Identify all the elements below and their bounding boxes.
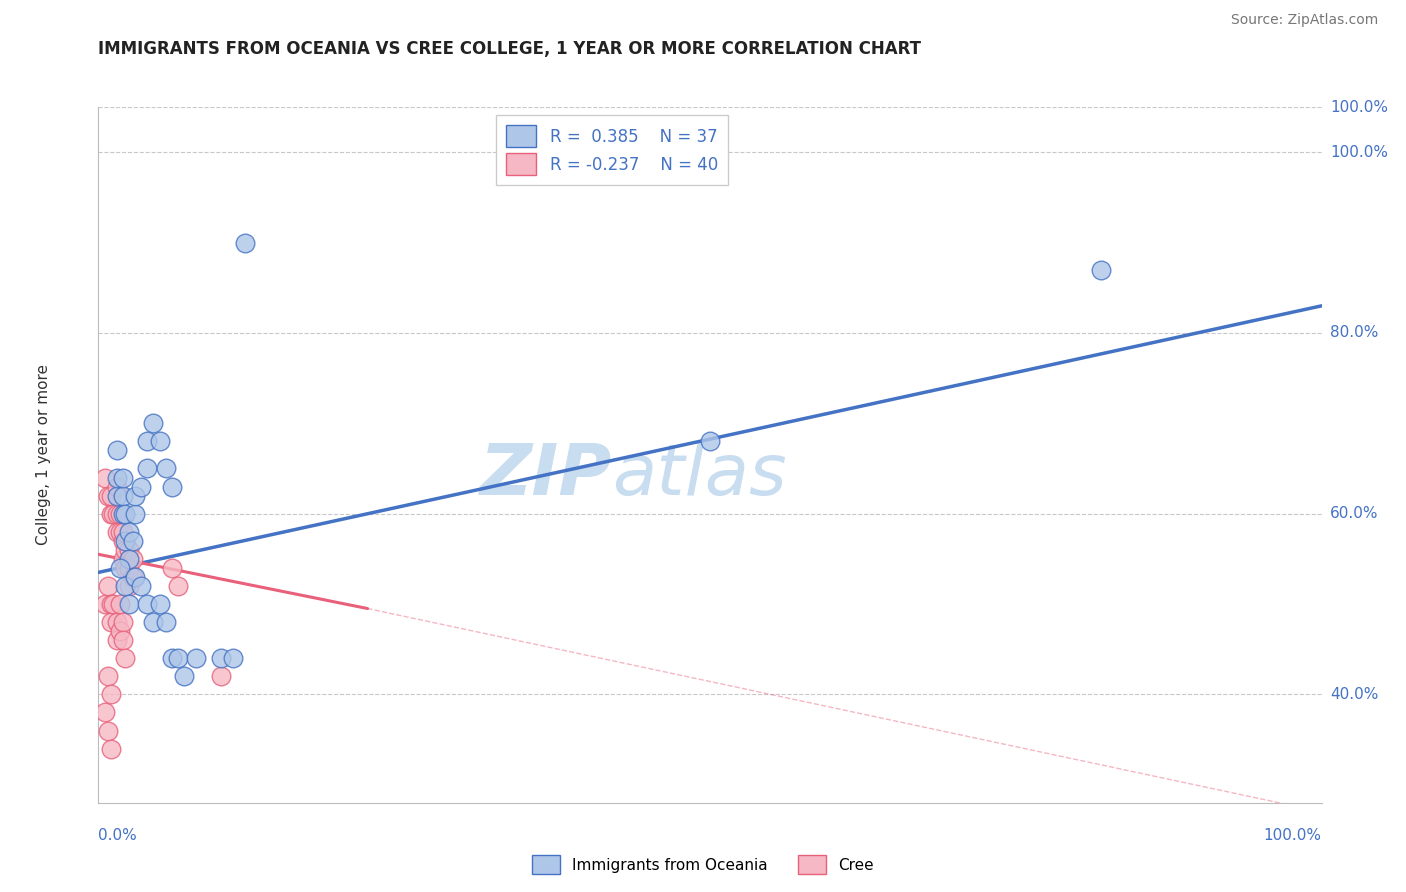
Point xyxy=(118,579,141,593)
Point xyxy=(111,489,134,503)
Point xyxy=(105,507,128,521)
Point xyxy=(105,470,128,484)
Point xyxy=(111,633,134,648)
Point xyxy=(105,615,128,629)
Point xyxy=(97,489,120,503)
Point xyxy=(118,524,141,539)
Point xyxy=(121,551,143,566)
Point xyxy=(101,507,124,521)
Point xyxy=(149,434,172,449)
Point xyxy=(100,615,122,629)
Point xyxy=(155,615,177,629)
Point xyxy=(114,579,136,593)
Point xyxy=(118,561,141,575)
Text: ZIP: ZIP xyxy=(479,442,612,510)
Point xyxy=(124,570,146,584)
Point xyxy=(111,524,134,539)
Point xyxy=(105,443,128,458)
Point xyxy=(124,489,146,503)
Point xyxy=(114,533,136,548)
Text: 100.0%: 100.0% xyxy=(1264,828,1322,843)
Point xyxy=(105,489,128,503)
Point xyxy=(149,597,172,611)
Point xyxy=(110,507,132,521)
Point xyxy=(167,579,190,593)
Point xyxy=(136,597,159,611)
Point xyxy=(111,507,134,521)
Text: 80.0%: 80.0% xyxy=(1330,326,1378,341)
Point xyxy=(100,741,122,756)
Point xyxy=(160,651,183,665)
Point xyxy=(167,651,190,665)
Point xyxy=(209,669,232,683)
Point xyxy=(1090,262,1112,277)
Text: atlas: atlas xyxy=(612,442,787,510)
Point xyxy=(110,524,132,539)
Point xyxy=(233,235,256,250)
Point xyxy=(155,461,177,475)
Point xyxy=(118,597,141,611)
Text: 0.0%: 0.0% xyxy=(98,828,138,843)
Point xyxy=(160,479,183,493)
Point xyxy=(105,524,128,539)
Point xyxy=(93,706,115,720)
Point xyxy=(173,669,195,683)
Point xyxy=(142,417,165,431)
Point xyxy=(100,489,122,503)
Point xyxy=(142,615,165,629)
Point xyxy=(129,479,152,493)
Point xyxy=(121,533,143,548)
Legend: R =  0.385    N = 37, R = -0.237    N = 40: R = 0.385 N = 37, R = -0.237 N = 40 xyxy=(496,115,728,185)
Text: 100.0%: 100.0% xyxy=(1330,100,1388,114)
Text: 40.0%: 40.0% xyxy=(1330,687,1378,702)
Text: Source: ZipAtlas.com: Source: ZipAtlas.com xyxy=(1230,13,1378,28)
Text: 100.0%: 100.0% xyxy=(1330,145,1388,160)
Point xyxy=(111,551,134,566)
Point xyxy=(97,579,120,593)
Point xyxy=(110,624,132,639)
Point xyxy=(111,533,134,548)
Point xyxy=(222,651,245,665)
Point xyxy=(100,687,122,701)
Legend: Immigrants from Oceania, Cree: Immigrants from Oceania, Cree xyxy=(526,849,880,880)
Point xyxy=(114,507,136,521)
Point xyxy=(136,434,159,449)
Point xyxy=(136,461,159,475)
Point xyxy=(118,542,141,557)
Point xyxy=(105,479,128,493)
Point xyxy=(111,470,134,484)
Point xyxy=(110,597,132,611)
Point xyxy=(699,434,721,449)
Point xyxy=(129,579,152,593)
Point xyxy=(160,561,183,575)
Point xyxy=(93,597,115,611)
Point xyxy=(114,561,136,575)
Point xyxy=(101,597,124,611)
Point xyxy=(118,551,141,566)
Point xyxy=(93,470,115,484)
Point xyxy=(100,597,122,611)
Text: College, 1 year or more: College, 1 year or more xyxy=(37,365,51,545)
Text: IMMIGRANTS FROM OCEANIA VS CREE COLLEGE, 1 YEAR OR MORE CORRELATION CHART: IMMIGRANTS FROM OCEANIA VS CREE COLLEGE,… xyxy=(98,40,921,58)
Point xyxy=(100,507,122,521)
Point xyxy=(111,615,134,629)
Text: 60.0%: 60.0% xyxy=(1330,506,1378,521)
Point xyxy=(114,542,136,557)
Point xyxy=(124,507,146,521)
Point xyxy=(105,633,128,648)
Point xyxy=(209,651,232,665)
Point xyxy=(114,651,136,665)
Point xyxy=(121,570,143,584)
Point xyxy=(186,651,208,665)
Point xyxy=(110,561,132,575)
Point xyxy=(97,669,120,683)
Point xyxy=(97,723,120,738)
